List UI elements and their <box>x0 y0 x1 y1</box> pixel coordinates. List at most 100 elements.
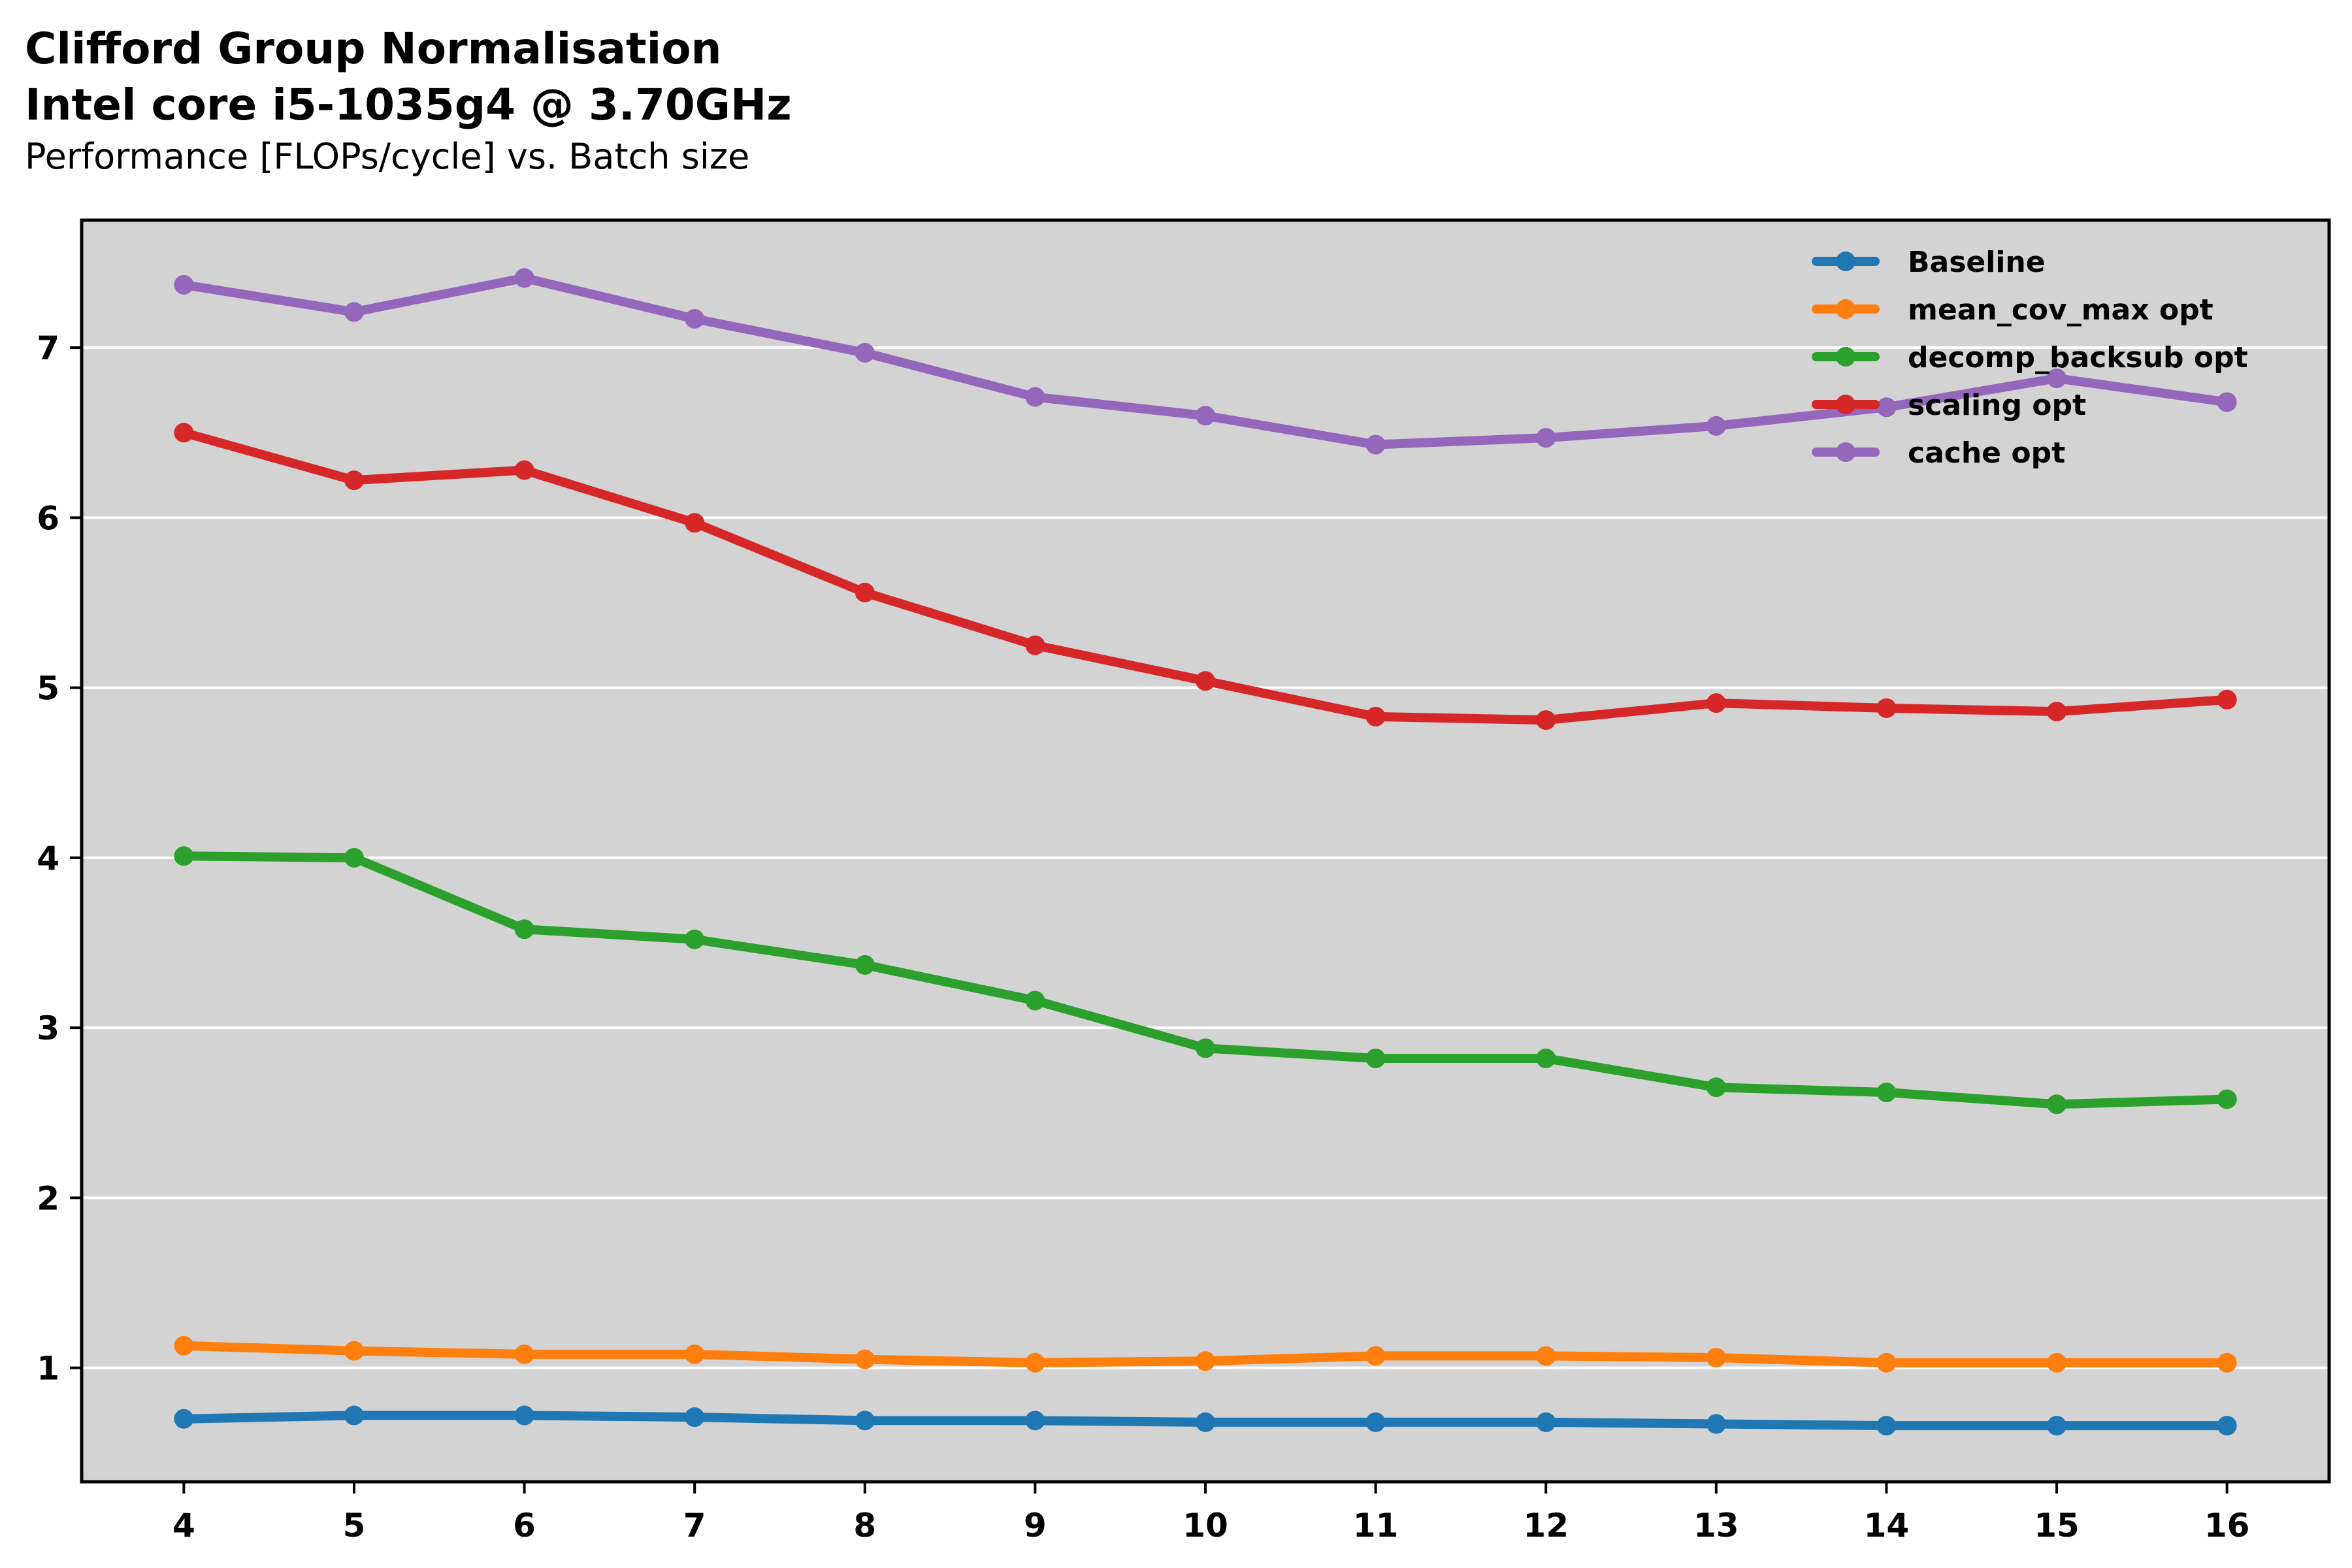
data-point <box>1876 1416 1897 1436</box>
legend-item: cache opt <box>1812 436 2065 470</box>
data-point <box>685 308 705 329</box>
data-point <box>344 1341 364 1361</box>
data-point <box>2217 1089 2237 1109</box>
data-point <box>1706 416 1726 436</box>
data-point <box>1025 990 1045 1011</box>
data-point <box>1025 1411 1045 1431</box>
x-tick-label: 13 <box>1693 1507 1739 1544</box>
x-tick-label: 10 <box>1183 1507 1228 1544</box>
legend-label: cache opt <box>1908 436 2065 470</box>
y-tick-label: 2 <box>37 1179 59 1217</box>
chart-caption: Performance [FLOPs/cycle] vs. Batch size <box>25 136 750 177</box>
data-point <box>514 268 534 288</box>
data-point <box>1706 1348 1726 1368</box>
data-point <box>1536 1412 1556 1432</box>
legend-item: decomp_backsub opt <box>1812 341 2248 374</box>
legend-swatch-marker <box>1836 395 1855 414</box>
data-point <box>1025 1352 1045 1373</box>
series-mean-cov-max-opt <box>174 1335 2237 1373</box>
data-point <box>344 470 364 491</box>
x-tick-label: 11 <box>1353 1507 1399 1544</box>
data-point <box>685 1344 705 1364</box>
data-point <box>1876 1352 1897 1373</box>
y-tick-label: 7 <box>37 329 59 367</box>
data-point <box>1536 1346 1556 1366</box>
data-point <box>1365 1346 1386 1366</box>
data-point <box>174 423 194 443</box>
data-point <box>1196 1412 1215 1432</box>
data-point <box>344 302 364 322</box>
data-point <box>2217 689 2237 710</box>
data-point <box>2047 1094 2067 1115</box>
x-tick-label: 16 <box>2204 1507 2250 1544</box>
data-point <box>174 274 194 295</box>
data-point <box>1706 693 1726 713</box>
data-point <box>174 846 194 866</box>
data-point <box>2047 368 2067 389</box>
data-point <box>1536 710 1556 730</box>
x-tick-label: 4 <box>172 1507 195 1544</box>
data-point <box>514 1405 534 1426</box>
y-tick-label: 3 <box>37 1009 59 1047</box>
legend-label: decomp_backsub opt <box>1908 341 2248 374</box>
series-baseline <box>174 1405 2237 1436</box>
data-point <box>344 847 364 868</box>
data-point <box>685 1407 705 1428</box>
legend-item: Baseline <box>1812 246 2046 279</box>
data-point <box>1365 1412 1386 1432</box>
data-point <box>1365 434 1386 455</box>
y-tick-label: 4 <box>37 840 59 877</box>
chart-subtitle: Intel core i5-1035g4 @ 3.70GHz <box>25 80 792 130</box>
data-point <box>1876 698 1897 718</box>
data-point <box>2047 702 2067 722</box>
data-point <box>514 919 534 939</box>
data-point <box>855 582 875 602</box>
data-point <box>1536 1048 1556 1068</box>
data-point <box>344 1405 364 1426</box>
chart-title: Clifford Group Normalisation <box>25 24 722 74</box>
legend-label: scaling opt <box>1908 389 2086 422</box>
data-point <box>1706 1077 1726 1098</box>
data-point <box>855 1349 875 1369</box>
data-point <box>1706 1414 1726 1434</box>
data-point <box>1365 706 1386 727</box>
data-point <box>174 1335 194 1356</box>
data-point <box>1196 1351 1215 1371</box>
x-tick-label: 7 <box>683 1507 706 1544</box>
data-point <box>1876 1083 1897 1103</box>
data-point <box>2047 1352 2067 1373</box>
series-decomp-backsub-opt <box>174 846 2237 1115</box>
x-tick-label: 14 <box>1864 1507 1910 1544</box>
legend-swatch-marker <box>1836 347 1855 367</box>
data-point <box>1876 397 1897 417</box>
x-tick-label: 5 <box>343 1507 366 1544</box>
data-point <box>1196 1038 1215 1058</box>
data-point <box>855 342 875 363</box>
series-cache-opt <box>174 268 2237 455</box>
data-point <box>1196 671 1215 691</box>
legend-swatch-marker <box>1836 252 1855 271</box>
plot-area <box>82 220 2329 1482</box>
data-point <box>2217 1416 2237 1436</box>
legend-swatch-marker <box>1836 442 1855 462</box>
data-point <box>1536 428 1556 448</box>
data-point <box>514 1344 534 1364</box>
data-point <box>685 513 705 533</box>
legend: Baseline mean_cov_max opt decomp_backsub o… <box>1812 246 2248 470</box>
data-point <box>855 1411 875 1431</box>
legend-label: Baseline <box>1908 246 2046 279</box>
data-point <box>1025 387 1045 407</box>
data-point <box>685 929 705 949</box>
data-point <box>2217 1352 2237 1373</box>
data-point <box>855 955 875 975</box>
x-tick-label: 15 <box>2034 1507 2080 1544</box>
y-tick-label: 5 <box>37 670 59 708</box>
y-tick-label: 1 <box>37 1350 59 1388</box>
legend-swatch-marker <box>1836 299 1855 319</box>
data-point <box>1365 1048 1386 1068</box>
legend-item: scaling opt <box>1812 389 2086 422</box>
x-tick-label: 12 <box>1523 1507 1569 1544</box>
data-point <box>1025 635 1045 655</box>
